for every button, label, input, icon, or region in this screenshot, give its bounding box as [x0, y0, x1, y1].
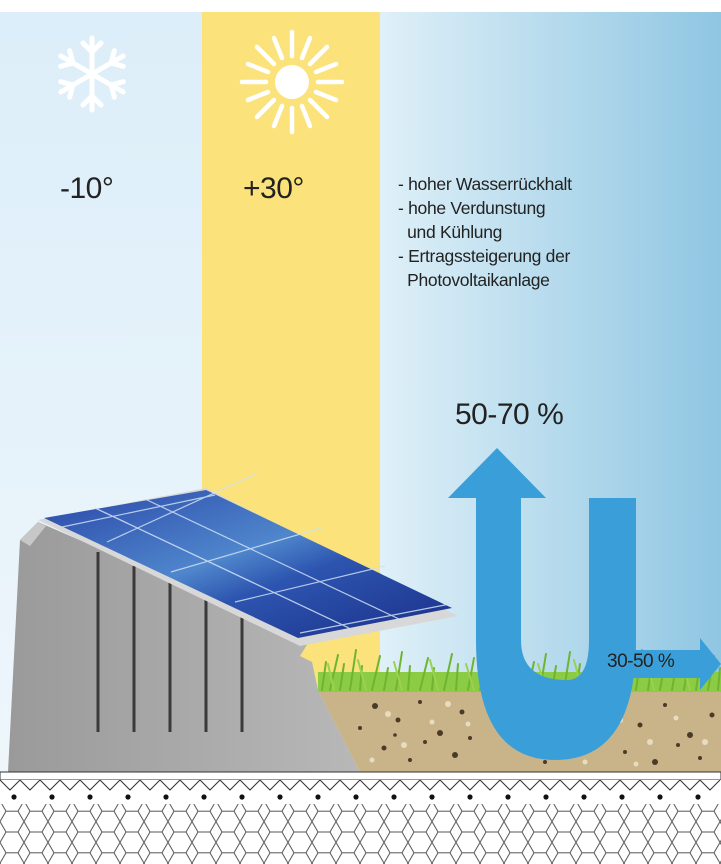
benefit-evaporation-cont: und Kühlung [398, 222, 503, 242]
snowflake-icon [56, 35, 127, 110]
benefit-yield-cont: Photovoltaikanlage [398, 270, 550, 290]
sun-icon [239, 29, 345, 135]
evaporation-percent-label: 50-70 % [455, 398, 564, 431]
benefit-water-retention: - hoher Wasserrückhalt [398, 174, 572, 194]
evaporation-arrow [448, 448, 636, 760]
pv-mounting-frame [8, 522, 360, 772]
benefit-yield: - Ertragssteigerung der [398, 246, 571, 266]
runoff-percent-label: 30-50 % [607, 651, 675, 672]
cold-temperature: -10° [60, 172, 114, 205]
runoff-arrow [600, 638, 721, 690]
effect-zone [380, 12, 721, 772]
benefit-evaporation: - hohe Verdunstung [398, 198, 546, 218]
hot-temperature: +30° [243, 172, 304, 205]
solar-panel [38, 472, 458, 646]
top-margin [0, 0, 721, 12]
benefits-list: - hoher Wasserrückhalt - hohe Verdunstun… [398, 172, 572, 292]
water-flow-arrow [448, 448, 721, 760]
drainage-layer [0, 771, 721, 864]
